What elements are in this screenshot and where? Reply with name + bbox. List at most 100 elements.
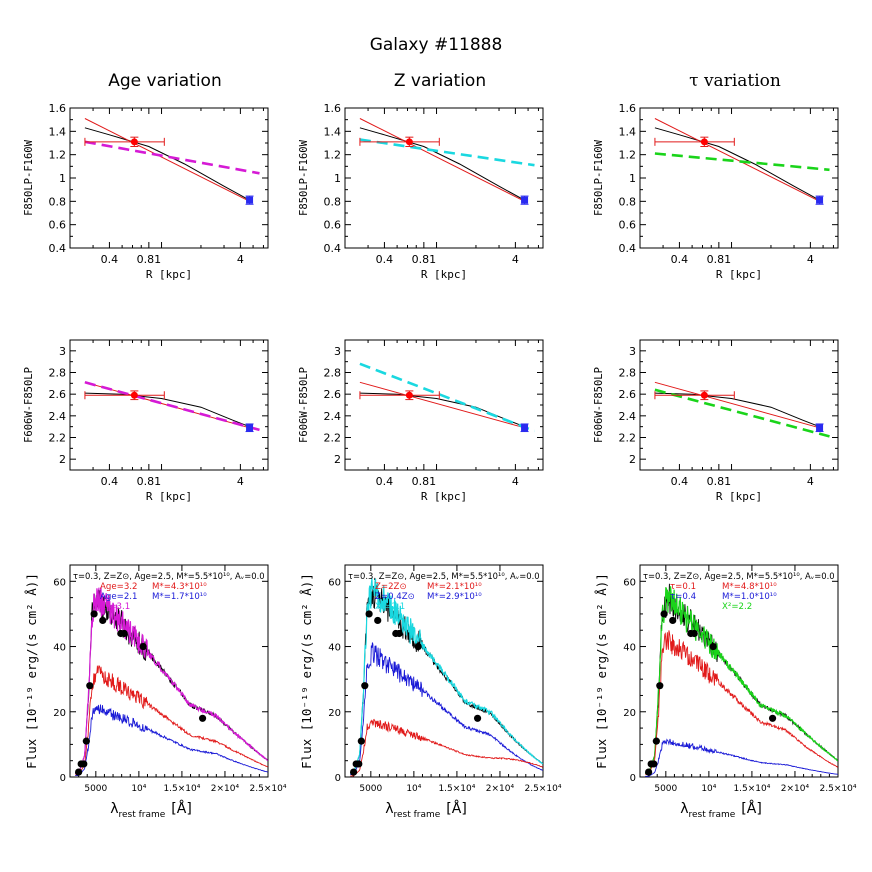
y-tick-label: 2 [59, 453, 66, 466]
axes-frame [344, 564, 544, 778]
photometry-point [768, 714, 777, 722]
red-data-point [700, 391, 708, 399]
y-tick-label: 0.6 [49, 219, 67, 232]
y-tick-label: 40 [623, 643, 636, 654]
y-tick-label: 20 [328, 708, 341, 719]
y-tick-label: 3 [59, 345, 66, 358]
x-tick-label: 0.4 [671, 253, 689, 266]
y-tick-label: 2 [629, 453, 636, 466]
y-tick-label: 60 [328, 577, 341, 588]
photometry-point [357, 737, 365, 745]
y-tick-label: 1.6 [49, 102, 67, 115]
photometry-point [120, 629, 128, 638]
y-tick-label: 1.4 [619, 125, 637, 138]
x-axis-label: R [kpc] [146, 268, 192, 281]
photometry-point [99, 616, 107, 625]
sed-panel-c1: 0 20 40 60 5000 10⁴ 1.5×10⁴ 2×10⁴ 2.5×10⁴ λrest f… [299, 564, 562, 820]
x-tick-label: 0.4 [376, 253, 394, 266]
axes-frame [344, 107, 544, 249]
x-tick-label: 4 [512, 253, 519, 266]
photometry-point [650, 760, 658, 768]
spectrum-red [350, 718, 543, 777]
column-title-age: Age variation [108, 71, 221, 91]
blue-data-point [816, 196, 824, 204]
y-tick-label: 0.8 [324, 195, 342, 208]
y-tick-label: 3 [629, 345, 636, 358]
black-model-line [654, 127, 820, 201]
dashed-model-cyan [359, 362, 535, 433]
red-data-point [130, 391, 138, 399]
y-tick-label: 1.4 [324, 125, 342, 138]
photometry-point [690, 629, 698, 638]
x-tick-label: 0.4 [101, 253, 119, 266]
axes-frame [344, 339, 544, 471]
y-tick-label: 1.6 [619, 102, 637, 115]
y-tick-label: 0.4 [619, 242, 637, 255]
x-tick-label: 10⁴ [406, 784, 421, 794]
color-panel-r0-c0: 0.40.60.811.21.41.60.4 0.81 4R [kpc]F850LP… [23, 102, 269, 281]
red-fit-line [654, 118, 820, 202]
legend-label-blue: Age=2.1 [100, 592, 138, 602]
red-data-point [405, 138, 413, 146]
x-axis-label: R [kpc] [716, 268, 762, 281]
x-tick-label: 1.5×10⁴ [438, 784, 475, 794]
y-tick-label: 2.4 [49, 410, 67, 423]
axes-frame [69, 564, 269, 778]
color-panel-r1-c2: 2 2.2 2.4 2.6 2.8 3 0.4 0.81 4 R [kpc] F606W-F850L… [593, 339, 839, 503]
axes-frame [69, 107, 269, 249]
x-axis-label-sub: rest frame [393, 810, 440, 820]
legend-base-label: τ=0.3, Z=Z⊙, Age=2.5, M*=5.5*10¹⁰, Aᵥ=0.… [73, 571, 265, 581]
photometry-point [82, 737, 90, 745]
y-axis-label: Flux [10⁻¹⁹ erg/(s cm² Å)] [299, 573, 314, 769]
legend-base-label: τ=0.3, Z=Z⊙, Age=2.5, M*=5.5*10¹⁰, Aᵥ=0.… [348, 571, 540, 581]
legend-label-magenta: Χ²=3.1 [100, 602, 130, 612]
legend-label-red: M*=4.3*10¹⁰ [152, 582, 207, 592]
figure-title: Galaxy #11888 [370, 35, 503, 55]
black-model-line [654, 392, 820, 428]
x-tick-label: 1.5×10⁴ [733, 784, 770, 794]
black-model-line [84, 127, 250, 201]
y-axis-label: F850LP-F160W [593, 139, 605, 216]
dashed-model-magenta [84, 140, 260, 175]
x-axis-label-sub: rest frame [118, 810, 165, 820]
spectrum-red [645, 630, 838, 775]
y-tick-label: 2.6 [324, 388, 342, 401]
red-data-point [130, 138, 138, 146]
y-axis-label: F850LP-F160W [298, 139, 310, 216]
photometry-point [395, 629, 403, 638]
x-tick-label: 0.81 [707, 253, 732, 266]
y-tick-label: 20 [53, 708, 66, 719]
x-axis-label-unit: [Å] [446, 800, 467, 817]
y-tick-label: 2.4 [619, 410, 637, 423]
photometry-point [355, 760, 363, 768]
y-tick-label: 2.6 [619, 388, 637, 401]
photometry-point [709, 642, 717, 651]
y-axis-label: Flux [10⁻¹⁹ erg/(s cm² Å)] [24, 573, 39, 769]
x-tick-label: 0.4 [671, 475, 689, 488]
x-tick-label: 0.4 [101, 475, 119, 488]
blue-data-point [521, 424, 529, 432]
y-tick-label: 20 [623, 708, 636, 719]
photometry-point [350, 768, 358, 776]
color-panel-r0-c1: 0.40.60.811.21.41.60.4 0.81 4R [kpc]F850LP… [298, 102, 544, 281]
y-tick-label: 0.4 [324, 242, 342, 255]
legend-label-red: Z=2Z⊙ [375, 582, 407, 592]
photometry-point [86, 682, 94, 690]
x-axis-label-main: λ [385, 801, 393, 817]
column-title-z: Z variation [394, 71, 486, 91]
dashed-model-green [654, 388, 830, 438]
axes-frame [639, 564, 839, 778]
red-data-point [700, 138, 708, 146]
x-tick-label: 2×10⁴ [781, 784, 810, 794]
legend-label-red: τ=0.1 [670, 582, 696, 592]
blue-data-point [246, 424, 254, 432]
x-tick-label: 10⁴ [701, 784, 716, 794]
x-axis-label-unit: [Å] [741, 800, 762, 817]
y-tick-label: 2.2 [324, 432, 342, 445]
y-axis-label: F606W-F850LP [23, 367, 35, 443]
legend-label-blue: Z=0.4Z⊙ [375, 592, 415, 602]
spectrum-red [75, 665, 268, 776]
x-tick-label: 2.5×10⁴ [525, 784, 562, 794]
y-tick-label: 2.8 [619, 367, 637, 380]
x-axis-label-unit: [Å] [171, 800, 192, 817]
